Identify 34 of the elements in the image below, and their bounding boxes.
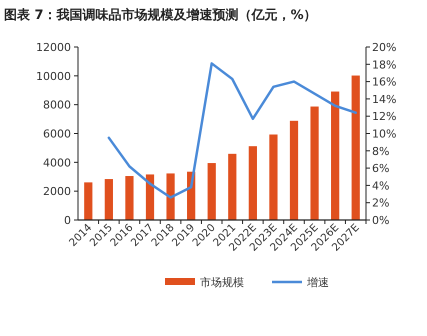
bar <box>84 182 92 220</box>
bar <box>125 176 134 220</box>
line-series <box>108 62 357 199</box>
bar <box>228 154 236 220</box>
y-tick-label: 4000 <box>43 156 71 170</box>
y2-tick-label: 18% <box>372 58 396 72</box>
y2-tick-label: 16% <box>372 76 396 89</box>
y2-tick-label: 8% <box>372 144 390 158</box>
y2-tick-label: 4% <box>372 179 390 192</box>
y2-tick-label: 10% <box>372 128 396 140</box>
y-tick-label: 0 <box>64 214 71 227</box>
y-tick-label: 12000 <box>36 41 71 54</box>
bar <box>290 120 298 220</box>
y2-tick-label: 20% <box>372 41 396 54</box>
legend-label: 增速 <box>306 276 329 289</box>
bar <box>269 134 278 220</box>
bar <box>352 76 360 220</box>
y-tick-label: 6000 <box>43 128 71 140</box>
bar <box>104 179 113 220</box>
y-tick-label: 10000 <box>36 70 71 83</box>
y2-tick-label: 6% <box>372 162 390 176</box>
bar <box>310 106 319 220</box>
legend-label: 市场规模 <box>200 276 244 289</box>
bar <box>208 163 216 220</box>
y-tick-label: 2000 <box>43 185 71 198</box>
bar <box>248 146 257 220</box>
y2-tick-label: 0% <box>372 214 390 227</box>
y-tick-label: 8000 <box>43 98 71 112</box>
y2-tick-label: 12% <box>372 110 396 124</box>
chart-title: 图表 7：我国调味品市场规模及增速预测（亿元，%） <box>4 7 317 23</box>
bar <box>166 173 175 220</box>
y2-tick-label: 2% <box>372 196 390 210</box>
bar <box>331 92 340 220</box>
y2-tick-label: 14% <box>372 92 396 106</box>
